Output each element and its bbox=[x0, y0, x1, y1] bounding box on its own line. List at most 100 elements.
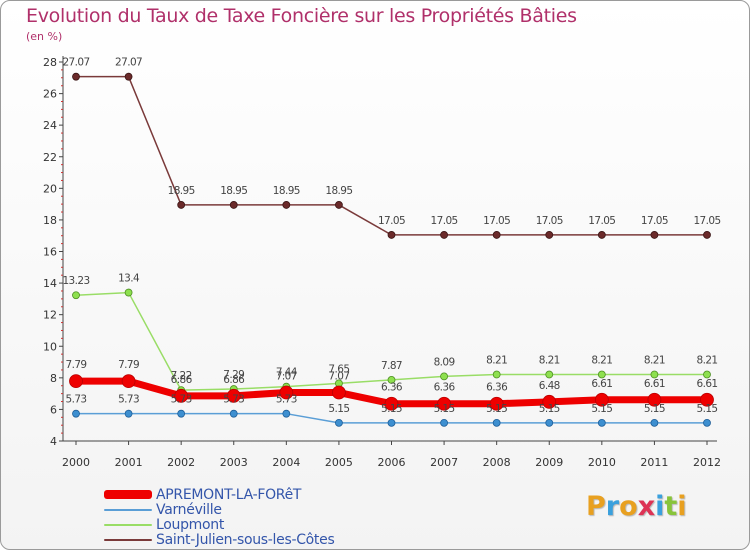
logo-letter: i bbox=[655, 491, 665, 522]
data-label-loupmont: 8.21 bbox=[591, 355, 612, 367]
data-label-apremont: 6.36 bbox=[486, 382, 508, 394]
data-label-varneville: 5.15 bbox=[644, 403, 665, 415]
logo-letter: i bbox=[677, 491, 687, 522]
data-point-apremont bbox=[332, 385, 346, 400]
data-label-loupmont: 8.09 bbox=[434, 356, 455, 368]
legend-label-loupmont: Loupmont bbox=[156, 516, 225, 533]
data-point-saint-julien bbox=[703, 231, 711, 239]
series-line-saint-julien bbox=[76, 75, 707, 236]
data-point-loupmont bbox=[440, 372, 448, 381]
x-tick-label: 2011 bbox=[640, 456, 668, 469]
x-tick-label: 2008 bbox=[483, 456, 511, 469]
data-label-apremont: 6.86 bbox=[223, 374, 245, 386]
data-point-saint-julien bbox=[124, 72, 133, 81]
data-point-loupmont bbox=[124, 288, 133, 297]
data-label-saint-julien: 18.95 bbox=[325, 185, 352, 197]
logo-letter: x bbox=[637, 491, 656, 522]
data-label-apremont: 7.79 bbox=[66, 359, 87, 371]
data-point-saint-julien bbox=[597, 231, 606, 239]
data-label-varneville: 5.15 bbox=[434, 403, 455, 415]
data-point-apremont bbox=[226, 388, 241, 403]
data-point-varneville bbox=[492, 418, 501, 427]
data-point-varneville bbox=[545, 418, 554, 427]
y-tick-label: 20 bbox=[43, 182, 57, 195]
legend: APREMONT-LA-FORêT Varnéville Loupmont Sa… bbox=[104, 486, 335, 548]
data-point-apremont bbox=[69, 374, 83, 389]
data-label-saint-julien: 18.95 bbox=[273, 185, 300, 197]
data-point-varneville bbox=[335, 418, 343, 427]
data-label-saint-julien: 27.07 bbox=[62, 57, 89, 69]
logo-letter: t bbox=[664, 491, 678, 522]
legend-label-varneville: Varnéville bbox=[156, 501, 222, 518]
data-point-saint-julien bbox=[440, 231, 448, 239]
data-point-loupmont bbox=[650, 370, 659, 379]
data-label-loupmont: 7.87 bbox=[381, 360, 402, 372]
data-label-apremont: 6.61 bbox=[697, 378, 718, 390]
y-tick-label: 12 bbox=[43, 309, 57, 322]
data-label-saint-julien: 17.05 bbox=[483, 215, 510, 227]
logo-letter: P bbox=[586, 491, 606, 522]
data-point-apremont bbox=[489, 396, 504, 411]
x-tick-label: 2012 bbox=[693, 456, 721, 469]
x-tick-label: 2000 bbox=[62, 456, 90, 469]
y-tick-label: 4 bbox=[50, 435, 57, 448]
data-point-saint-julien bbox=[545, 231, 554, 239]
data-point-apremont bbox=[384, 396, 399, 411]
data-label-saint-julien: 17.05 bbox=[693, 215, 720, 227]
data-point-varneville bbox=[282, 409, 291, 418]
data-point-apremont bbox=[437, 396, 451, 411]
data-label-saint-julien: 17.05 bbox=[378, 215, 405, 227]
data-point-loupmont bbox=[72, 291, 80, 300]
legend-item-loupmont: Loupmont bbox=[104, 516, 334, 533]
data-label-varneville: 5.15 bbox=[697, 403, 718, 415]
x-tick-label: 2006 bbox=[378, 456, 406, 469]
data-point-apremont bbox=[700, 392, 714, 407]
data-label-loupmont: 7.65 bbox=[328, 363, 349, 375]
data-label-apremont: 6.36 bbox=[381, 382, 403, 394]
legend-item-apremont: APREMONT-LA-FORêT bbox=[104, 486, 334, 503]
y-tick-label: 16 bbox=[43, 246, 57, 259]
data-label-varneville: 5.15 bbox=[591, 403, 612, 415]
data-label-apremont: 6.61 bbox=[644, 378, 665, 390]
data-label-apremont: 7.07 bbox=[276, 371, 297, 383]
data-point-varneville bbox=[177, 409, 186, 418]
data-point-loupmont bbox=[545, 370, 554, 379]
y-tick-label: 10 bbox=[43, 340, 57, 353]
data-label-varneville: 5.15 bbox=[328, 403, 349, 415]
data-label-saint-julien: 17.05 bbox=[641, 215, 668, 227]
data-point-saint-julien bbox=[387, 231, 396, 239]
data-label-loupmont: 7.22 bbox=[171, 370, 192, 382]
data-point-varneville bbox=[229, 409, 238, 418]
data-point-varneville bbox=[703, 418, 711, 427]
data-point-loupmont bbox=[597, 370, 606, 379]
data-point-loupmont bbox=[492, 370, 501, 379]
legend-swatch-varneville bbox=[104, 508, 152, 511]
logo-letter: o bbox=[619, 491, 638, 522]
data-point-varneville bbox=[597, 418, 606, 427]
data-point-varneville bbox=[72, 409, 80, 418]
x-tick-label: 2005 bbox=[325, 456, 353, 469]
x-tick-label: 2004 bbox=[272, 456, 300, 469]
data-label-varneville: 5.15 bbox=[381, 403, 402, 415]
data-label-saint-julien: 18.95 bbox=[220, 185, 247, 197]
y-tick-label: 28 bbox=[43, 56, 57, 69]
data-label-saint-julien: 17.05 bbox=[431, 215, 458, 227]
data-label-varneville: 5.73 bbox=[66, 394, 87, 406]
legend-label-apremont: APREMONT-LA-FORêT bbox=[156, 486, 302, 503]
legend-swatch-apremont bbox=[104, 490, 152, 499]
data-point-varneville bbox=[387, 418, 396, 427]
data-point-apremont bbox=[121, 374, 136, 389]
x-tick-label: 2007 bbox=[430, 456, 458, 469]
legend-item-saint-julien: Saint-Julien-sous-les-Côtes bbox=[104, 532, 335, 548]
y-tick-label: 24 bbox=[43, 119, 57, 132]
data-point-saint-julien bbox=[229, 201, 238, 209]
data-label-apremont: 7.79 bbox=[118, 359, 139, 371]
data-point-saint-julien bbox=[72, 72, 80, 81]
data-point-loupmont bbox=[387, 375, 396, 384]
data-point-varneville bbox=[440, 418, 448, 427]
data-point-apremont bbox=[647, 392, 662, 407]
data-point-loupmont bbox=[703, 370, 711, 379]
data-label-varneville: 5.73 bbox=[223, 394, 244, 406]
data-label-saint-julien: 17.05 bbox=[588, 215, 615, 227]
